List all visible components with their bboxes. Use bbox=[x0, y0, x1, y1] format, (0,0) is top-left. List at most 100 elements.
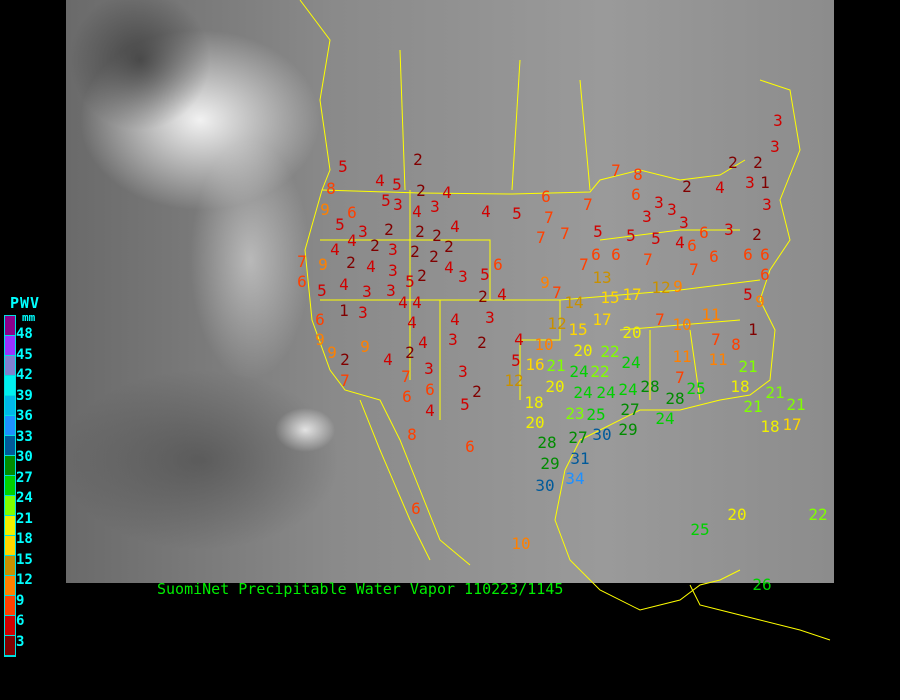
station-pwv-value: 17 bbox=[782, 415, 801, 434]
station-pwv-value: 6 bbox=[347, 203, 357, 222]
station-pwv-value: 18 bbox=[760, 417, 779, 436]
station-pwv-value: 2 bbox=[682, 177, 692, 196]
station-pwv-value: 3 bbox=[448, 330, 458, 349]
station-pwv-value: 4 bbox=[418, 333, 428, 352]
station-pwv-value: 15 bbox=[568, 320, 587, 339]
station-pwv-value: 26 bbox=[752, 575, 771, 594]
legend-swatch bbox=[5, 576, 15, 596]
legend-swatch bbox=[5, 416, 15, 436]
station-pwv-value: 3 bbox=[770, 137, 780, 156]
station-pwv-value: 4 bbox=[514, 330, 524, 349]
station-pwv-value: 21 bbox=[765, 383, 784, 402]
legend-swatch bbox=[5, 456, 15, 476]
station-pwv-value: 6 bbox=[465, 437, 475, 456]
station-pwv-value: 2 bbox=[752, 225, 762, 244]
station-pwv-value: 6 bbox=[743, 245, 753, 264]
station-pwv-value: 21 bbox=[743, 397, 762, 416]
station-pwv-value: 18 bbox=[524, 393, 543, 412]
legend-swatch bbox=[5, 356, 15, 376]
station-pwv-value: 27 bbox=[568, 428, 587, 447]
station-pwv-value: 21 bbox=[786, 395, 805, 414]
legend-swatch bbox=[5, 436, 15, 456]
station-pwv-value: 25 bbox=[690, 520, 709, 539]
station-pwv-value: 4 bbox=[366, 257, 376, 276]
station-pwv-value: 7 bbox=[552, 283, 562, 302]
station-pwv-value: 8 bbox=[407, 425, 417, 444]
legend-label: 9 bbox=[16, 592, 25, 609]
station-pwv-value: 4 bbox=[715, 178, 725, 197]
station-pwv-value: 21 bbox=[738, 357, 757, 376]
station-pwv-value: 5 bbox=[480, 265, 490, 284]
dry-region bbox=[60, 370, 340, 550]
legend-label: 18 bbox=[16, 531, 33, 547]
station-pwv-value: 18 bbox=[730, 377, 749, 396]
station-pwv-value: 7 bbox=[536, 228, 546, 247]
station-pwv-value: 3 bbox=[458, 362, 468, 381]
station-pwv-value: 6 bbox=[411, 499, 421, 518]
legend-swatch bbox=[5, 516, 15, 536]
station-pwv-value: 30 bbox=[592, 425, 611, 444]
station-pwv-value: 34 bbox=[565, 469, 584, 488]
station-pwv-value: 3 bbox=[386, 281, 396, 300]
station-pwv-value: 4 bbox=[481, 202, 491, 221]
station-pwv-value: 3 bbox=[393, 195, 403, 214]
station-pwv-value: 7 bbox=[711, 330, 721, 349]
station-pwv-value: 4 bbox=[450, 310, 460, 329]
station-pwv-value: 15 bbox=[600, 288, 619, 307]
station-pwv-value: 28 bbox=[665, 389, 684, 408]
station-pwv-value: 6 bbox=[709, 247, 719, 266]
station-pwv-value: 29 bbox=[540, 454, 559, 473]
station-pwv-value: 20 bbox=[573, 341, 592, 360]
legend-swatch bbox=[5, 596, 15, 616]
map-caption: SuomiNet Precipitable Water Vapor 110223… bbox=[157, 580, 564, 598]
station-pwv-value: 2 bbox=[432, 226, 442, 245]
station-pwv-value: 1 bbox=[339, 301, 349, 320]
station-pwv-value: 2 bbox=[472, 382, 482, 401]
station-pwv-value: 7 bbox=[611, 161, 621, 180]
station-pwv-value: 6 bbox=[315, 310, 325, 329]
station-pwv-value: 9 bbox=[327, 343, 337, 362]
station-pwv-value: 5 bbox=[743, 285, 753, 304]
station-pwv-value: 11 bbox=[672, 347, 691, 366]
legend-swatch bbox=[5, 556, 15, 576]
station-pwv-value: 10 bbox=[672, 315, 691, 334]
station-pwv-value: 7 bbox=[560, 224, 570, 243]
station-pwv-value: 13 bbox=[592, 268, 611, 287]
station-pwv-value: 8 bbox=[633, 165, 643, 184]
station-pwv-value: 6 bbox=[760, 265, 770, 284]
cloud-band bbox=[190, 140, 310, 380]
station-pwv-value: 2 bbox=[478, 287, 488, 306]
station-pwv-value: 6 bbox=[541, 187, 551, 206]
station-pwv-value: 6 bbox=[297, 272, 307, 291]
station-pwv-value: 1 bbox=[760, 173, 770, 192]
legend-swatch bbox=[5, 316, 15, 336]
station-pwv-value: 9 bbox=[360, 337, 370, 356]
station-pwv-value: 3 bbox=[424, 359, 434, 378]
station-pwv-value: 2 bbox=[413, 150, 423, 169]
legend-label: 6 bbox=[16, 613, 25, 629]
station-pwv-value: 9 bbox=[673, 277, 683, 296]
station-pwv-value: 24 bbox=[618, 380, 637, 399]
station-pwv-value: 22 bbox=[590, 362, 609, 381]
legend-label: 21 bbox=[16, 510, 33, 527]
station-pwv-value: 8 bbox=[326, 179, 336, 198]
station-pwv-value: 12 bbox=[651, 278, 670, 297]
station-pwv-value: 27 bbox=[620, 400, 639, 419]
station-pwv-value: 31 bbox=[570, 449, 589, 468]
station-pwv-value: 11 bbox=[701, 305, 720, 324]
station-pwv-value: 20 bbox=[525, 413, 544, 432]
station-pwv-value: 17 bbox=[622, 285, 641, 304]
station-pwv-value: 1 bbox=[748, 320, 758, 339]
legend-swatch bbox=[5, 476, 15, 496]
station-pwv-value: 5 bbox=[392, 175, 402, 194]
station-pwv-value: 3 bbox=[654, 193, 664, 212]
station-pwv-value: 2 bbox=[346, 253, 356, 272]
legend-label: 33 bbox=[16, 428, 33, 445]
station-pwv-value: 2 bbox=[410, 242, 420, 261]
station-pwv-value: 3 bbox=[358, 222, 368, 241]
station-pwv-value: 2 bbox=[405, 343, 415, 362]
legend-unit: mm bbox=[22, 311, 36, 324]
station-pwv-value: 10 bbox=[511, 534, 530, 553]
station-pwv-value: 4 bbox=[675, 233, 685, 252]
